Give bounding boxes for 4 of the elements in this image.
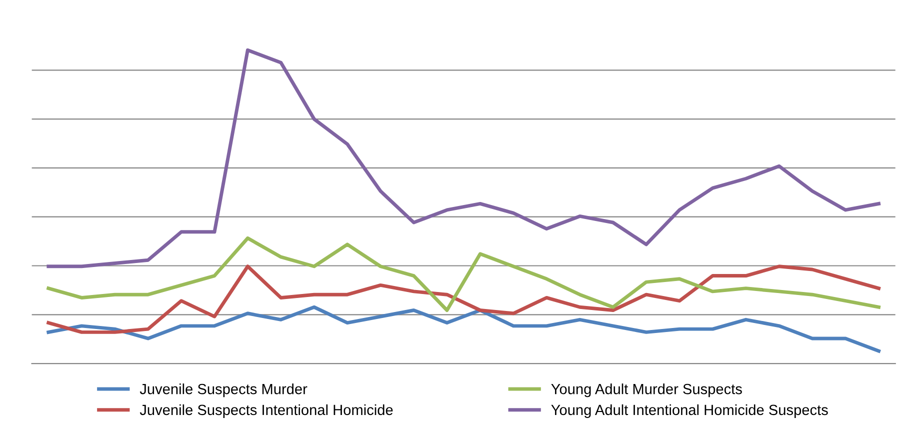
legend-label: Young Adult Intentional Homicide Suspects bbox=[551, 404, 828, 418]
legend-label: Young Adult Murder Suspects bbox=[551, 384, 742, 398]
legend-label: Juvenile Suspects Murder bbox=[140, 384, 308, 398]
legend-label: Juvenile Suspects Intentional Homicide bbox=[140, 404, 393, 418]
